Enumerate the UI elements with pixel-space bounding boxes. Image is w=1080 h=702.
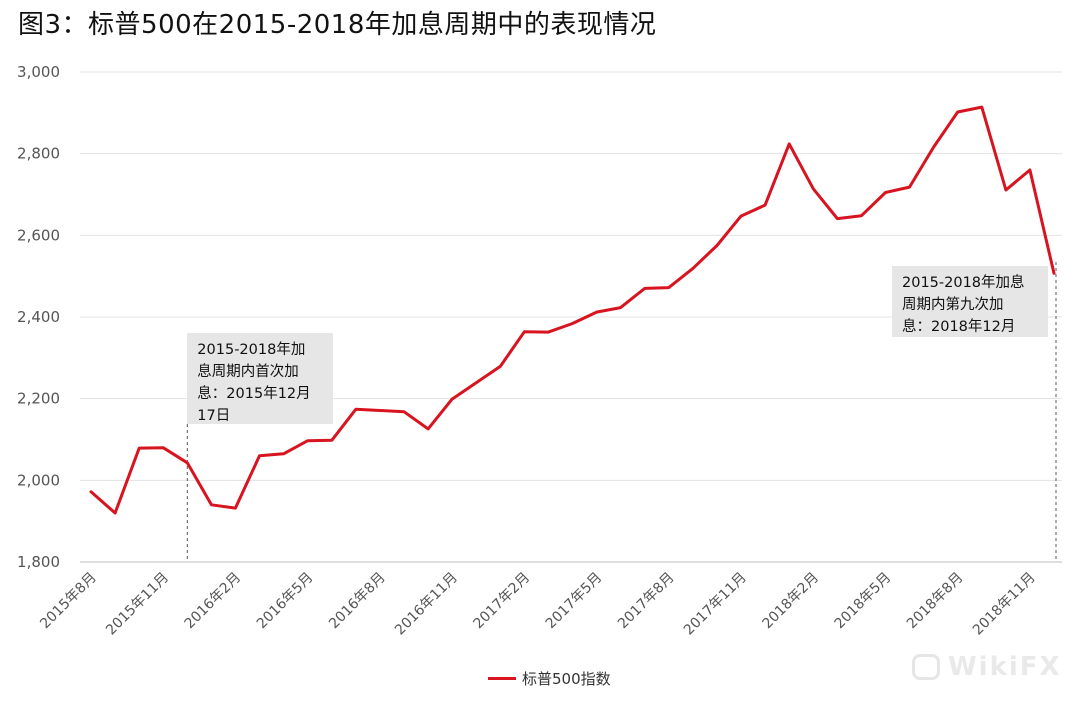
x-tick-label: 2015年11月 bbox=[103, 570, 172, 639]
y-tick-label: 2,800 bbox=[17, 145, 60, 163]
y-tick-label: 2,400 bbox=[17, 308, 60, 326]
legend-label: 标普500指数 bbox=[522, 670, 611, 688]
x-tick-label: 2016年11月 bbox=[392, 570, 461, 639]
y-tick-label: 3,000 bbox=[17, 63, 60, 81]
legend-swatch bbox=[488, 677, 516, 680]
y-tick-label: 1,800 bbox=[17, 553, 60, 571]
chart-title: 图3：标普500在2015-2018年加息周期中的表现情况 bbox=[18, 10, 657, 40]
x-tick-label: 2018年2月 bbox=[759, 570, 822, 633]
x-tick-label: 2017年8月 bbox=[615, 570, 678, 633]
y-tick-label: 2,600 bbox=[17, 226, 60, 244]
y-tick-label: 2,200 bbox=[17, 390, 60, 408]
annotation-ninth-hike: 2015-2018年加息 周期内第九次加 息：2018年12月 bbox=[892, 266, 1048, 337]
watermark-text: WikiFX bbox=[948, 652, 1062, 682]
watermark: WikiFX bbox=[912, 652, 1062, 682]
x-tick-label: 2015年8月 bbox=[37, 570, 100, 633]
x-tick-label: 2017年11月 bbox=[681, 570, 750, 639]
x-tick-label: 2018年11月 bbox=[970, 570, 1039, 639]
x-tick-label: 2017年2月 bbox=[471, 570, 534, 633]
x-tick-label: 2016年5月 bbox=[254, 570, 317, 633]
y-tick-label: 2,000 bbox=[17, 471, 60, 489]
x-tick-label: 2016年2月 bbox=[182, 570, 245, 633]
x-tick-label: 2018年5月 bbox=[832, 570, 895, 633]
x-tick-label: 2018年8月 bbox=[904, 570, 967, 633]
annotation-first-hike: 2015-2018年加 息周期内首次加 息：2015年12月 17日 bbox=[187, 333, 334, 424]
wikifx-logo-icon bbox=[912, 654, 940, 680]
x-tick-label: 2016年8月 bbox=[326, 570, 389, 633]
series-line bbox=[89, 105, 1056, 515]
x-tick-label: 2017年5月 bbox=[543, 570, 606, 633]
chart-legend: 标普500指数 bbox=[488, 668, 611, 689]
